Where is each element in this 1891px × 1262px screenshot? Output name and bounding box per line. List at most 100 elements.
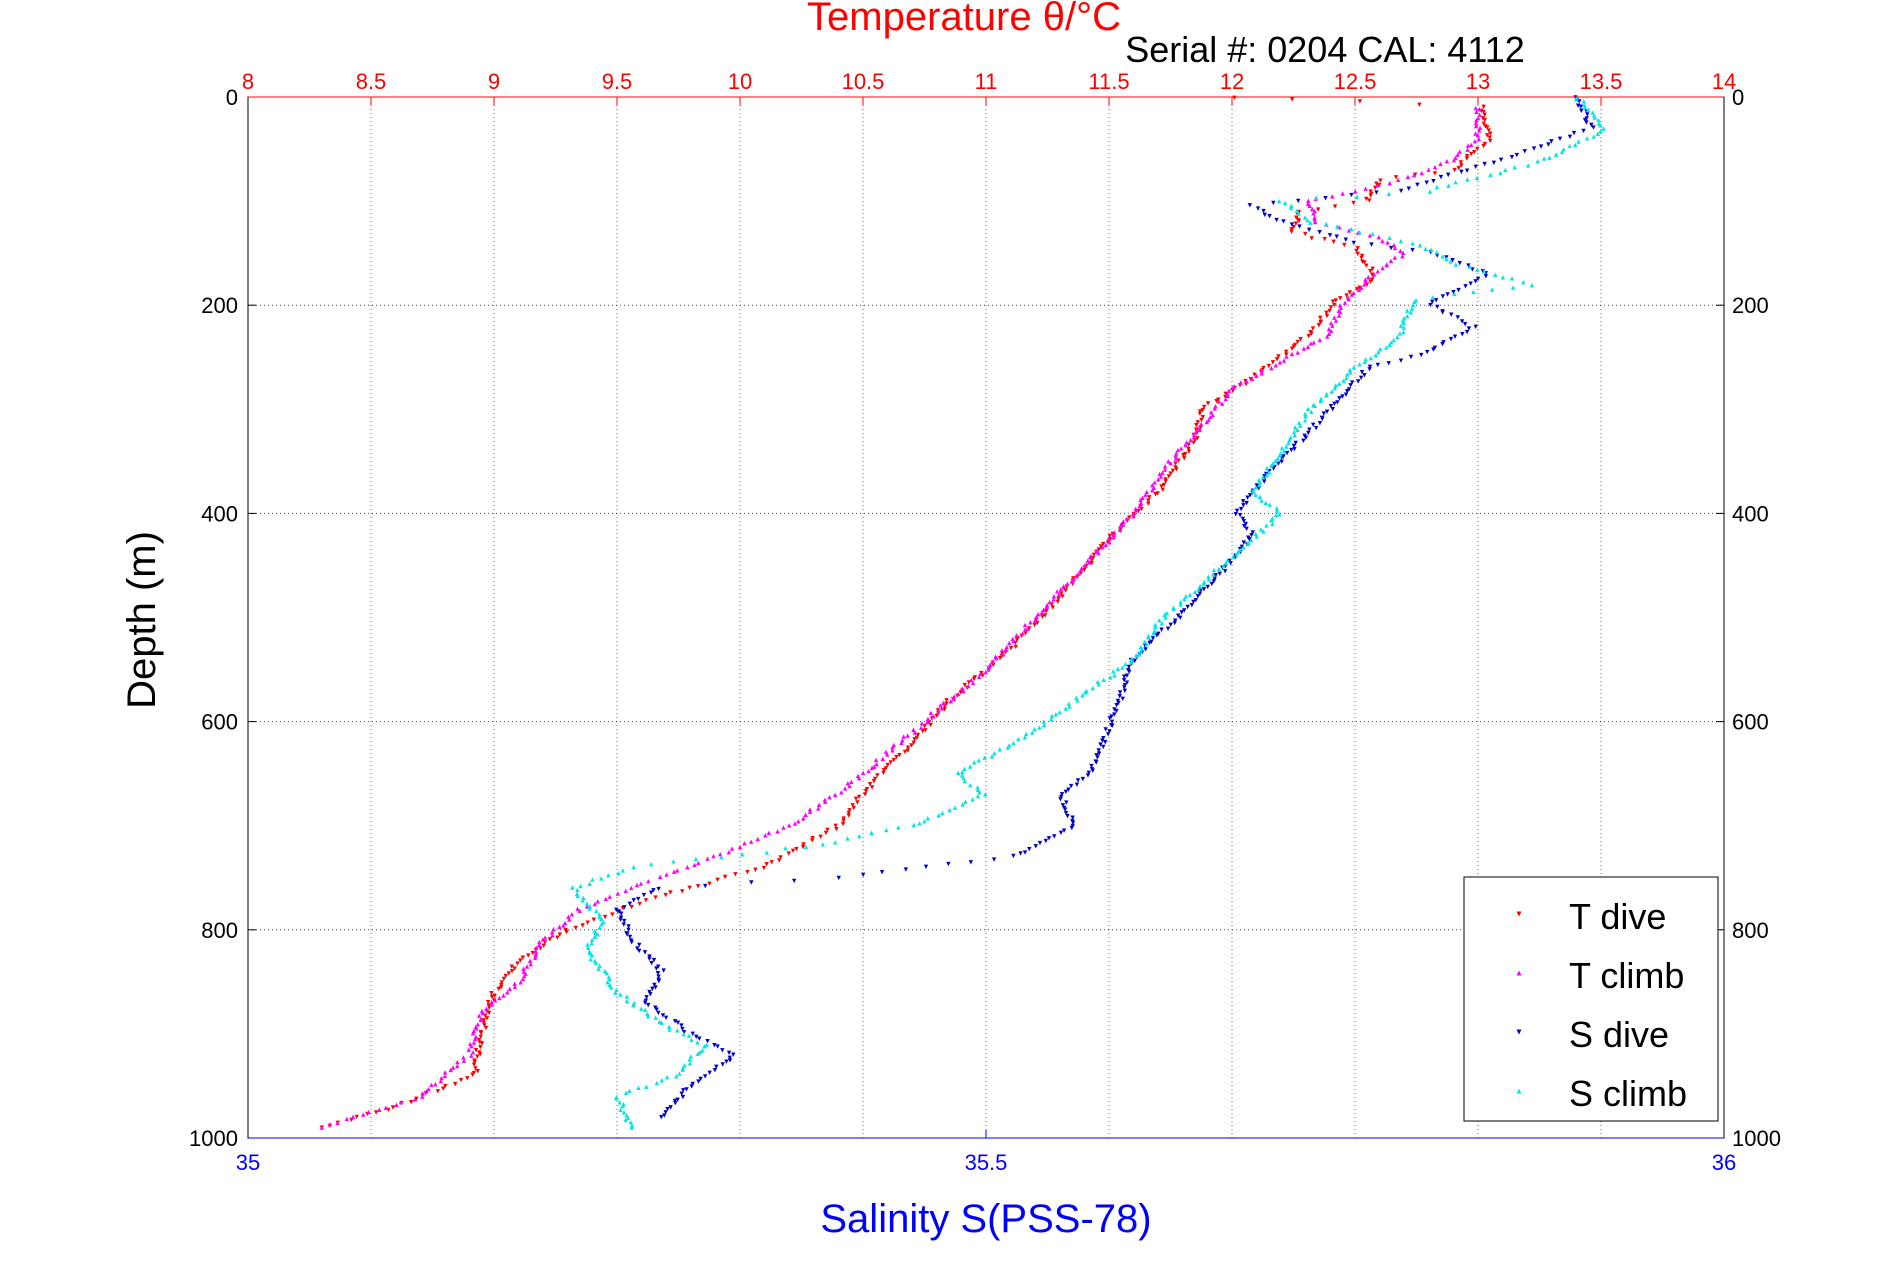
data-point (1242, 523, 1247, 529)
data-point (478, 1030, 484, 1036)
data-point (1174, 451, 1179, 456)
data-point (963, 799, 968, 804)
depth-tick-label-left: 400 (201, 501, 238, 526)
data-point (766, 830, 772, 836)
data-point (1178, 599, 1183, 605)
data-point (712, 1042, 717, 1048)
data-point (534, 945, 539, 950)
data-point (775, 829, 780, 834)
data-point (631, 898, 636, 903)
data-point (1357, 285, 1362, 291)
data-point (1401, 329, 1406, 335)
data-point (925, 716, 931, 721)
data-point (555, 935, 560, 940)
data-point (1481, 269, 1487, 274)
data-point (1330, 323, 1335, 328)
data-point (1482, 117, 1488, 123)
data-point (1053, 712, 1059, 717)
data-point (487, 1005, 492, 1010)
data-point (1431, 347, 1436, 352)
data-point (1579, 108, 1584, 113)
data-point (1257, 494, 1262, 500)
data-point (1377, 182, 1382, 188)
data-point (1107, 716, 1112, 721)
data-point (962, 766, 967, 771)
data-point (484, 1006, 489, 1011)
data-point (1401, 320, 1406, 326)
data-point (1286, 440, 1291, 446)
data-point (1060, 594, 1065, 599)
data-point (668, 1105, 673, 1110)
data-point (822, 797, 828, 803)
data-point (652, 982, 657, 988)
data-point (1362, 373, 1367, 378)
data-point (472, 1036, 478, 1042)
data-point (1344, 372, 1350, 377)
data-point (1353, 189, 1358, 194)
data-point (976, 758, 982, 763)
legend-marker (1516, 970, 1522, 976)
data-point (846, 813, 851, 818)
data-point (484, 1016, 490, 1021)
data-point (796, 819, 801, 824)
data-point (628, 1120, 633, 1125)
data-point (455, 1063, 460, 1069)
data-point (1477, 106, 1482, 112)
data-point (478, 1017, 484, 1023)
data-point (1460, 332, 1465, 337)
data-point (575, 906, 580, 911)
data-point (1101, 735, 1106, 741)
data-point (567, 917, 572, 922)
data-point (939, 706, 945, 711)
data-point (667, 1027, 672, 1032)
data-point (1347, 290, 1352, 295)
data-point (1330, 194, 1335, 199)
data-point (1066, 787, 1071, 792)
series-s-climb (570, 95, 1606, 1130)
data-point (1590, 110, 1595, 115)
data-point (1248, 537, 1254, 543)
legend-marker (1516, 911, 1522, 917)
data-point (1438, 174, 1444, 180)
data-point (515, 961, 520, 966)
data-point (1205, 584, 1210, 590)
data-point (753, 867, 758, 873)
data-point (1549, 139, 1554, 144)
data-point (1237, 512, 1243, 518)
data-point (1182, 596, 1187, 602)
data-point (471, 1040, 477, 1045)
data-point (881, 770, 886, 776)
data-point (781, 825, 786, 830)
data-point (885, 752, 890, 757)
data-point (479, 1041, 485, 1046)
data-point (580, 923, 585, 928)
data-point (1289, 97, 1295, 102)
data-point (1240, 499, 1246, 504)
data-point (711, 853, 716, 859)
data-point (398, 1099, 404, 1105)
data-point (450, 1065, 456, 1070)
data-point (1464, 168, 1470, 173)
data-point (991, 857, 997, 862)
data-point (1168, 471, 1173, 476)
data-point (1585, 107, 1591, 112)
data-point (1289, 227, 1294, 232)
data-point (1451, 157, 1457, 163)
data-point (1428, 302, 1433, 308)
data-point (702, 1074, 708, 1079)
data-point (832, 840, 838, 845)
data-point (1198, 409, 1203, 414)
data-point (1070, 820, 1076, 826)
data-point (1112, 673, 1117, 678)
data-point (672, 1019, 678, 1024)
data-point (1473, 123, 1479, 129)
data-point (944, 698, 949, 703)
data-point (584, 904, 590, 909)
data-point (551, 926, 556, 932)
data-point (550, 933, 555, 938)
data-point (1306, 198, 1311, 203)
data-point (1201, 581, 1206, 587)
data-point (478, 1044, 483, 1050)
data-point (1225, 558, 1230, 563)
data-point (1091, 552, 1097, 557)
